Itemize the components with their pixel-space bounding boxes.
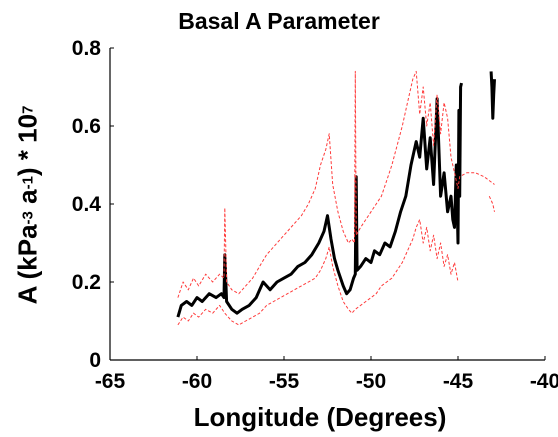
estimate-line-1 (489, 71, 496, 120)
y-tick-label: 0.6 (72, 115, 101, 138)
estimate-line-0 (176, 82, 463, 318)
y-tick-label: 0.2 (72, 271, 101, 294)
y-tick-label: 0.4 (72, 193, 102, 216)
y-tick-label: 0 (89, 349, 101, 372)
x-tick-label: -45 (443, 370, 474, 393)
chart-axes (109, 47, 546, 361)
chart-title: Basal A Parameter (178, 8, 380, 34)
x-tick-label: -50 (356, 370, 386, 393)
x-tick-label: -65 (95, 370, 126, 393)
bound-line-4 (488, 195, 495, 212)
x-tick-label: -40 (530, 370, 558, 393)
x-axis-label: Longitude (Degrees) (193, 402, 447, 432)
x-tick-label: -55 (269, 370, 300, 393)
bound-line-3 (177, 219, 459, 326)
bound-line-2 (177, 70, 495, 298)
x-tick-label: -60 (182, 370, 212, 393)
tick-labels: -65 -60 -55 -50 -45 -40 0 0.2 0.4 0.6 0.8 (72, 37, 558, 393)
series-layer (176, 70, 496, 326)
y-tick-label: 0.8 (72, 37, 102, 60)
